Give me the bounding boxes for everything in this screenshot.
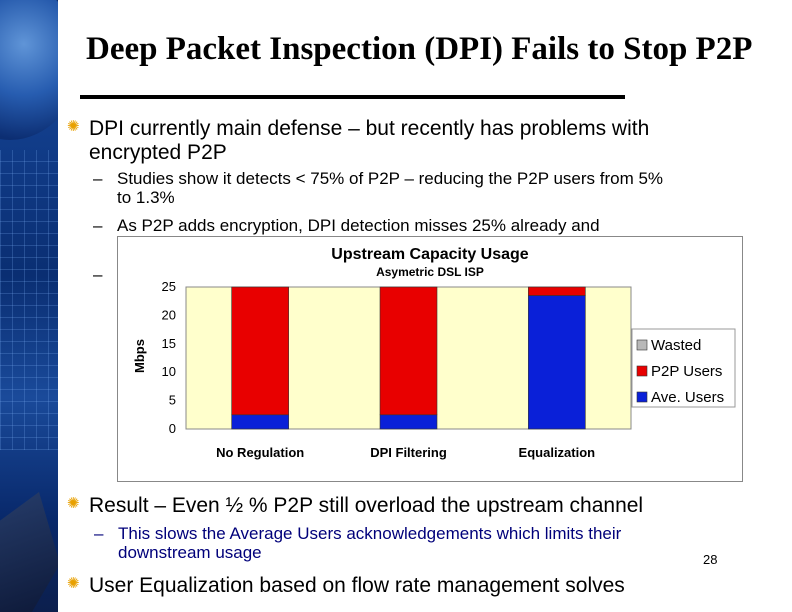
bullet-1-line2: encrypted P2P [89, 141, 227, 164]
y-tick-label: 0 [169, 421, 176, 436]
sub-bullet-2-line1: As P2P adds encryption, DPI detection mi… [117, 216, 600, 235]
title-underline [80, 95, 625, 99]
bullet-1: ✺ DPI currently main defense – but recen… [67, 117, 769, 165]
chart-panel: Upstream Capacity Usage Asymetric DSL IS… [117, 236, 743, 482]
bar-segment [379, 286, 438, 416]
chart-title: Upstream Capacity Usage [331, 246, 529, 263]
y-tick-label: 10 [162, 364, 176, 379]
x-tick-label: No Regulation [216, 445, 304, 460]
legend-swatch [636, 365, 648, 377]
bullet-3-text: User Equalization based on flow rate man… [89, 574, 625, 597]
bullet-3: ✺ User Equalization based on flow rate m… [67, 574, 769, 598]
bar-segment [528, 295, 586, 430]
x-tick-label: Equalization [519, 445, 596, 460]
y-axis-label: Mbps [132, 339, 147, 373]
sub-bullet-result-line1: This slows the Average Users acknowledge… [118, 524, 622, 543]
slide-title: Deep Packet Inspection (DPI) Fails to St… [86, 31, 753, 67]
sub-bullet-1-line1: Studies show it detects < 75% of P2P – r… [117, 169, 664, 188]
sidebar-decoration [0, 0, 58, 612]
legend-label: Ave. Users [651, 389, 724, 406]
globe-image [0, 0, 58, 140]
sub-bullet-result-line2: downstream usage [118, 543, 262, 562]
y-tick-label: 5 [169, 393, 176, 408]
page-number: 28 [703, 552, 718, 567]
dash-icon: – [93, 169, 103, 188]
bullet-1-line1: DPI currently main defense – but recentl… [89, 117, 650, 140]
bullet-2-text: Result – Even ½ % P2P still overload the… [89, 494, 644, 517]
bar-segment [379, 414, 438, 430]
bullet-2: ✺ Result – Even ½ % P2P still overload t… [67, 494, 769, 518]
y-tick-label: 20 [162, 307, 176, 322]
grid-pattern [0, 150, 58, 450]
sub-bullet-1-line2: to 1.3% [117, 188, 175, 207]
dash-icon: – [94, 524, 104, 543]
sub-bullet-result: – This slows the Average Users acknowled… [94, 524, 758, 562]
bullet-icon: ✺ [67, 575, 80, 592]
legend-label: Wasted [651, 337, 701, 354]
chart-svg: Upstream Capacity Usage Asymetric DSL IS… [132, 246, 736, 460]
chart-subtitle: Asymetric DSL ISP [376, 265, 484, 279]
sub-bullet-1: – Studies show it detects < 75% of P2P –… [93, 169, 767, 207]
y-tick-label: 15 [162, 336, 176, 351]
dash-icon: – [93, 265, 103, 284]
dash-icon: – [93, 216, 103, 235]
legend-swatch [636, 339, 648, 351]
bullet-icon: ✺ [67, 495, 80, 512]
satellite-dish-image [0, 492, 58, 612]
x-tick-label: DPI Filtering [370, 445, 447, 460]
bar-segment [528, 286, 586, 296]
bar-segment [231, 286, 289, 416]
bar-segment [231, 414, 289, 430]
y-tick-label: 25 [162, 279, 176, 294]
legend-box [631, 328, 736, 408]
legend-label: P2P Users [651, 363, 722, 380]
bullet-icon: ✺ [67, 118, 80, 135]
legend-swatch [636, 391, 648, 403]
